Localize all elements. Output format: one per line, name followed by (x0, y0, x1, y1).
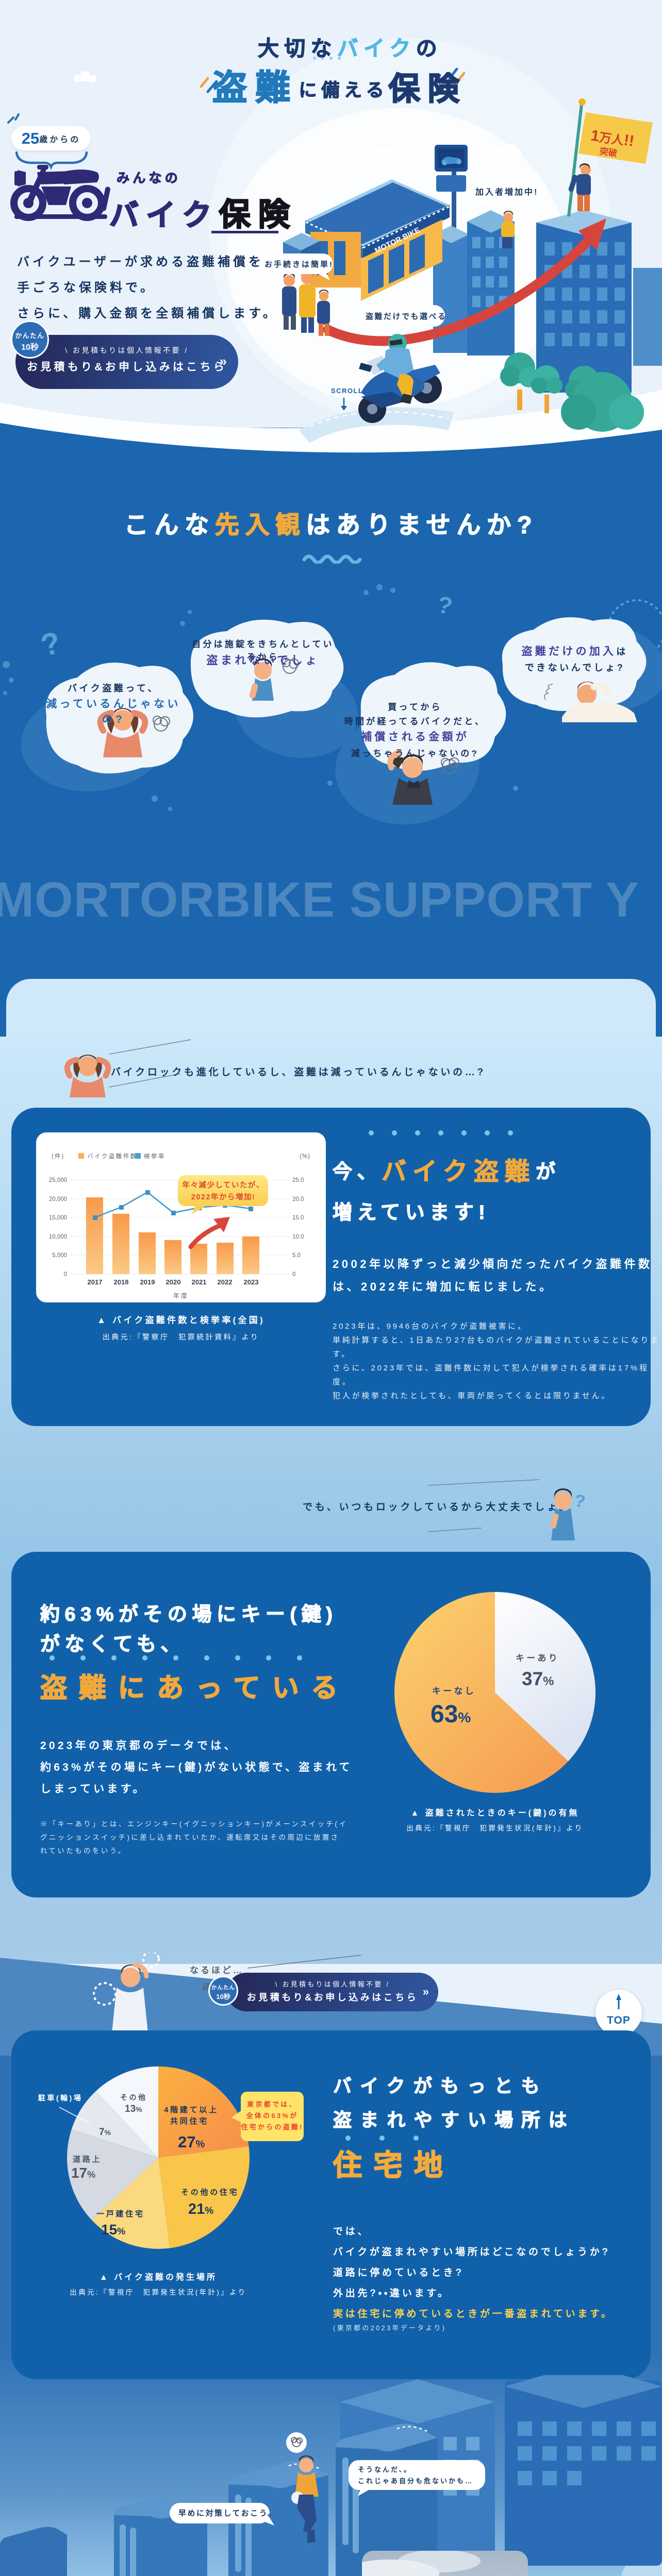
svg-text:5.0: 5.0 (292, 1252, 301, 1259)
svg-text:これじゃあ自分も危ないかも…: これじゃあ自分も危ないかも… (358, 2477, 473, 2485)
svg-text:15.0: 15.0 (292, 1215, 304, 1221)
svg-text:20,000: 20,000 (49, 1196, 67, 1202)
svg-text:SCROLL: SCROLL (331, 387, 363, 395)
svg-text:TOP: TOP (607, 2014, 631, 2026)
svg-text:?: ? (573, 1490, 587, 1512)
svg-text:2018: 2018 (114, 1278, 129, 1286)
svg-text:2023: 2023 (244, 1278, 259, 1286)
svg-text:突破: 突破 (599, 146, 618, 159)
svg-text:0: 0 (292, 1272, 295, 1278)
svg-text:(%): (%) (300, 1154, 310, 1160)
svg-text:2017: 2017 (88, 1278, 103, 1286)
svg-text:?: ? (37, 625, 64, 663)
svg-text:2022: 2022 (218, 1278, 233, 1286)
svg-text:2019: 2019 (140, 1278, 155, 1286)
svg-text:15,000: 15,000 (49, 1215, 67, 1221)
svg-text:0: 0 (64, 1272, 67, 1278)
svg-text:2022年から増加!: 2022年から増加! (191, 1192, 256, 1201)
svg-text:盗難だけでも選べる: 盗難だけでも選べる (366, 312, 447, 321)
svg-text:バイク盗難件数: バイク盗難件数 (87, 1153, 138, 1160)
svg-text:2021: 2021 (192, 1278, 207, 1286)
svg-text:検挙率: 検挙率 (144, 1153, 166, 1160)
svg-text:?: ? (435, 590, 455, 620)
svg-text:25,000: 25,000 (49, 1177, 67, 1183)
svg-text:25.0: 25.0 (292, 1177, 304, 1183)
svg-text:10,000: 10,000 (49, 1234, 67, 1240)
svg-text:年々減少していたが、: 年々減少していたが、 (182, 1180, 264, 1190)
svg-text:そうなんだ、。: そうなんだ、。 (358, 2466, 412, 2473)
svg-text:なるほど…: なるほど… (190, 1965, 244, 1975)
svg-text:5,000: 5,000 (52, 1252, 67, 1259)
svg-text:10.0: 10.0 (292, 1234, 304, 1240)
svg-text:2020: 2020 (166, 1278, 181, 1286)
svg-text:(件): (件) (52, 1153, 64, 1160)
svg-text:お手続きは簡単!: お手続きは簡単! (264, 260, 334, 269)
svg-text:早めに対策しておこう。: 早めに対策しておこう。 (178, 2509, 277, 2518)
svg-text:20.0: 20.0 (292, 1196, 304, 1202)
svg-text:加入者増加中!: 加入者増加中! (475, 187, 538, 197)
